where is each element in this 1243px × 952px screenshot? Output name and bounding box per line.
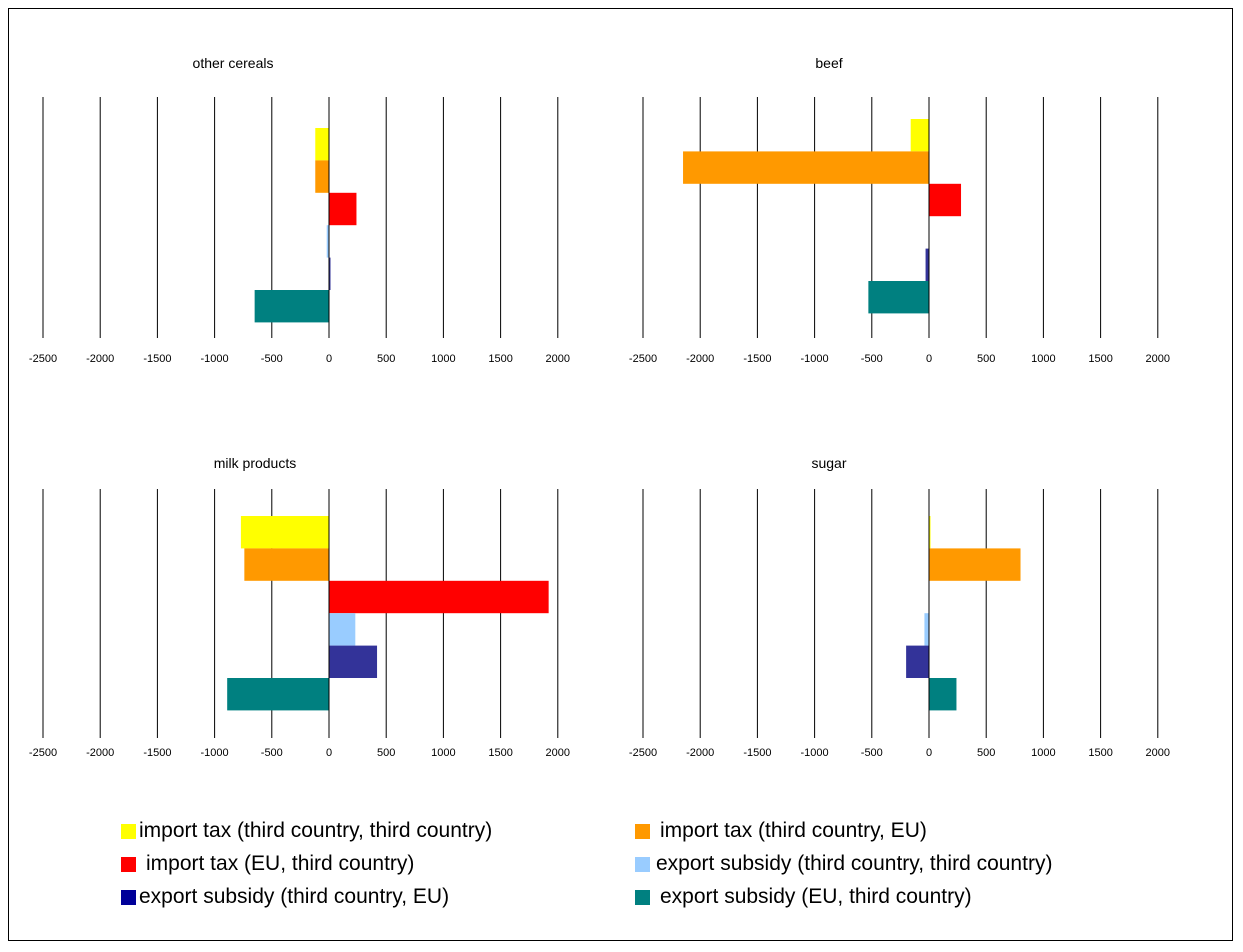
tick-label: 2000 <box>546 353 570 365</box>
tick-label: -2500 <box>629 353 657 365</box>
bar <box>329 580 549 614</box>
chart-frame <box>8 8 1233 941</box>
tick-label: -500 <box>861 747 883 759</box>
bar <box>929 516 931 549</box>
bar <box>329 192 357 226</box>
legend-swatch <box>121 856 136 872</box>
legend-label: export subsidy (third country, third cou… <box>656 852 1053 875</box>
bar <box>924 613 929 646</box>
legend-label: export subsidy (EU, third country) <box>660 885 972 908</box>
bar <box>244 548 329 581</box>
bar <box>329 257 331 290</box>
tick-label: 1000 <box>1031 353 1055 365</box>
bar <box>227 678 329 711</box>
legend-swatch <box>635 856 650 872</box>
bar <box>329 613 356 646</box>
tick-label: -1000 <box>801 353 829 365</box>
legend-item-import-tax-third-eu: import tax (third country, EU) <box>635 819 927 843</box>
legend-item-export-subsidy-eu-third: export subsidy (EU, third country) <box>635 885 972 909</box>
tick-label: -2000 <box>686 353 714 365</box>
tick-label: 0 <box>926 747 932 759</box>
tick-label: -1000 <box>201 747 229 759</box>
legend-swatch <box>121 823 136 839</box>
tick-label: 0 <box>326 353 332 365</box>
bar <box>929 183 962 217</box>
legend-label: import tax (third country, EU) <box>660 819 927 842</box>
tick-label: 1500 <box>488 747 512 759</box>
legend-label: export subsidy (third country, EU) <box>139 885 450 908</box>
legend-swatch <box>121 889 136 905</box>
tick-label: -500 <box>861 353 883 365</box>
bar <box>910 119 929 152</box>
tick-label: -2000 <box>86 353 114 365</box>
tick-label: 500 <box>377 353 395 365</box>
tick-label: -500 <box>261 353 283 365</box>
bar <box>925 248 929 281</box>
bar <box>315 128 329 161</box>
tick-label: -2500 <box>629 747 657 759</box>
legend-label: import tax (EU, third country) <box>146 852 415 875</box>
bar <box>329 645 378 678</box>
tick-label: -2000 <box>86 747 114 759</box>
tick-label: 2000 <box>1146 747 1170 759</box>
tick-label: -500 <box>261 747 283 759</box>
tick-label: -2000 <box>686 747 714 759</box>
legend-swatch <box>635 823 650 839</box>
bar <box>929 678 957 711</box>
tick-label: -1500 <box>143 353 171 365</box>
tick-label: 1000 <box>431 747 455 759</box>
tick-label: 1500 <box>1088 353 1112 365</box>
legend-item-import-tax-third-third: import tax (third country, third country… <box>121 819 492 843</box>
bar <box>240 516 329 549</box>
tick-label: -1500 <box>743 747 771 759</box>
bar <box>906 645 929 678</box>
legend-item-export-subsidy-third-third: export subsidy (third country, third cou… <box>635 852 1052 876</box>
bar <box>254 290 329 323</box>
bar <box>315 160 329 193</box>
chart-title: milk products <box>214 455 296 471</box>
chart-title: sugar <box>811 455 846 471</box>
tick-label: 1000 <box>1031 747 1055 759</box>
tick-label: -1500 <box>143 747 171 759</box>
tick-label: -2500 <box>29 747 57 759</box>
legend-item-export-subsidy-third-eu: export subsidy (third country, EU) <box>121 885 449 909</box>
tick-label: 1000 <box>431 353 455 365</box>
tick-label: 2000 <box>1146 353 1170 365</box>
tick-label: 0 <box>926 353 932 365</box>
tick-label: 500 <box>977 747 995 759</box>
bar <box>683 151 929 184</box>
tick-label: 500 <box>977 353 995 365</box>
chart-title: beef <box>815 55 842 71</box>
legend-item-import-tax-eu-third: import tax (EU, third country) <box>121 852 414 876</box>
tick-label: -2500 <box>29 353 57 365</box>
tick-label: -1000 <box>801 747 829 759</box>
legend-label: import tax (third country, third country… <box>139 819 493 842</box>
tick-label: 2000 <box>546 747 570 759</box>
bar <box>868 281 929 314</box>
bar <box>326 225 329 258</box>
tick-label: 0 <box>326 747 332 759</box>
tick-label: -1500 <box>743 353 771 365</box>
tick-label: -1000 <box>201 353 229 365</box>
legend-swatch <box>635 889 650 905</box>
chart-title: other cereals <box>193 55 274 71</box>
tick-label: 1500 <box>488 353 512 365</box>
tick-label: 1500 <box>1088 747 1112 759</box>
tick-label: 500 <box>377 747 395 759</box>
bar <box>929 548 1021 581</box>
